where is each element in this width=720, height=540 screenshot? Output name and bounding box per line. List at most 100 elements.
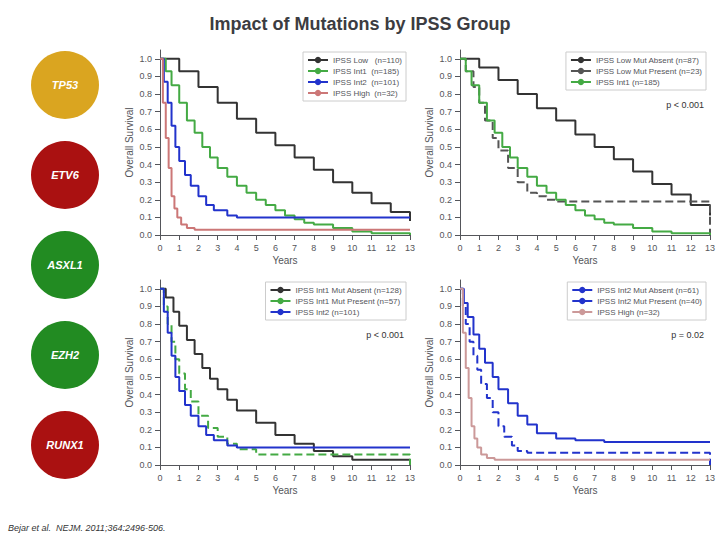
svg-text:IPSS Low (n=110): IPSS Low (n=110) <box>333 56 402 65</box>
svg-text:0.4: 0.4 <box>139 390 152 400</box>
svg-text:IPSS Low Mut Present (n=23): IPSS Low Mut Present (n=23) <box>596 67 702 76</box>
svg-text:Overall Survival: Overall Survival <box>124 337 135 407</box>
svg-text:0.8: 0.8 <box>139 319 152 329</box>
svg-text:IPSS Int1 Mut Present (n=57): IPSS Int1 Mut Present (n=57) <box>295 297 400 306</box>
svg-text:4: 4 <box>234 243 239 253</box>
svg-text:ASXL1: ASXL1 <box>46 259 82 271</box>
svg-text:4: 4 <box>534 473 539 483</box>
svg-text:Years: Years <box>272 485 297 496</box>
svg-text:9: 9 <box>331 243 336 253</box>
svg-text:p < 0.001: p < 0.001 <box>366 330 404 340</box>
svg-text:Years: Years <box>272 255 297 266</box>
svg-text:IPSS Low Mut Absent (n=87): IPSS Low Mut Absent (n=87) <box>596 56 699 65</box>
svg-text:0.0: 0.0 <box>139 230 152 240</box>
svg-text:6: 6 <box>573 243 578 253</box>
svg-text:0.9: 0.9 <box>139 301 152 311</box>
svg-text:TP53: TP53 <box>52 79 78 91</box>
svg-text:RUNX1: RUNX1 <box>46 439 83 451</box>
svg-text:0.6: 0.6 <box>439 124 452 134</box>
svg-text:2: 2 <box>496 473 501 483</box>
svg-text:IPSS Int2 Mut Present (n=40): IPSS Int2 Mut Present (n=40) <box>597 297 702 306</box>
svg-text:11: 11 <box>667 243 676 253</box>
svg-text:0: 0 <box>157 243 162 253</box>
svg-text:0.5: 0.5 <box>139 372 152 382</box>
svg-text:7: 7 <box>292 243 297 253</box>
svg-text:EZH2: EZH2 <box>51 349 79 361</box>
svg-text:p < 0.001: p < 0.001 <box>666 100 704 110</box>
svg-text:0.5: 0.5 <box>439 372 452 382</box>
svg-text:p = 0.02: p = 0.02 <box>671 330 704 340</box>
svg-text:4: 4 <box>234 473 239 483</box>
svg-text:0.1: 0.1 <box>139 442 152 452</box>
svg-text:5: 5 <box>254 243 259 253</box>
svg-text:13: 13 <box>705 473 715 483</box>
svg-text:0.4: 0.4 <box>439 160 452 170</box>
svg-text:13: 13 <box>705 243 715 253</box>
svg-text:ETV6: ETV6 <box>51 169 79 181</box>
svg-text:12: 12 <box>386 473 396 483</box>
svg-text:1: 1 <box>477 243 482 253</box>
svg-text:IPSS Int1 (n=185): IPSS Int1 (n=185) <box>596 78 660 87</box>
svg-text:11: 11 <box>367 243 376 253</box>
svg-text:0.9: 0.9 <box>139 71 152 81</box>
svg-text:0.4: 0.4 <box>139 160 152 170</box>
svg-text:0.1: 0.1 <box>439 212 452 222</box>
svg-text:0.4: 0.4 <box>439 390 452 400</box>
svg-text:5: 5 <box>554 243 559 253</box>
svg-text:Years: Years <box>572 255 597 266</box>
svg-text:0.1: 0.1 <box>139 212 152 222</box>
svg-text:3: 3 <box>215 243 220 253</box>
svg-text:8: 8 <box>611 243 616 253</box>
svg-text:10: 10 <box>347 243 357 253</box>
svg-text:3: 3 <box>515 473 520 483</box>
svg-text:0.2: 0.2 <box>439 195 452 205</box>
svg-text:10: 10 <box>647 473 657 483</box>
svg-text:2: 2 <box>196 473 201 483</box>
svg-text:0.3: 0.3 <box>439 407 452 417</box>
svg-text:0.2: 0.2 <box>439 425 452 435</box>
svg-text:IPSS Int2 (n=101): IPSS Int2 (n=101) <box>295 308 359 317</box>
svg-text:5: 5 <box>554 473 559 483</box>
svg-text:0.7: 0.7 <box>439 337 452 347</box>
svg-text:0.8: 0.8 <box>139 89 152 99</box>
svg-text:13: 13 <box>405 473 415 483</box>
svg-text:0.7: 0.7 <box>139 107 152 117</box>
svg-text:4: 4 <box>534 243 539 253</box>
svg-text:6: 6 <box>273 243 278 253</box>
svg-text:0.6: 0.6 <box>439 354 452 364</box>
svg-text:1.0: 1.0 <box>439 284 452 294</box>
svg-text:0.0: 0.0 <box>139 460 152 470</box>
svg-text:8: 8 <box>311 473 316 483</box>
svg-text:IPSS Int2 Mut Absent (n=61): IPSS Int2 Mut Absent (n=61) <box>597 286 699 295</box>
svg-text:12: 12 <box>686 243 696 253</box>
svg-text:0.7: 0.7 <box>139 337 152 347</box>
svg-text:12: 12 <box>686 473 696 483</box>
svg-text:13: 13 <box>405 243 415 253</box>
svg-text:11: 11 <box>367 473 376 483</box>
svg-text:0: 0 <box>457 473 462 483</box>
svg-text:1.0: 1.0 <box>139 54 152 64</box>
svg-text:1: 1 <box>177 473 182 483</box>
svg-text:IPSS Int1 Mut Absent (n=128): IPSS Int1 Mut Absent (n=128) <box>295 286 401 295</box>
svg-text:0: 0 <box>457 243 462 253</box>
svg-text:6: 6 <box>273 473 278 483</box>
svg-text:10: 10 <box>647 243 657 253</box>
svg-text:9: 9 <box>331 473 336 483</box>
svg-text:0.8: 0.8 <box>439 319 452 329</box>
svg-text:2: 2 <box>196 243 201 253</box>
svg-text:12: 12 <box>386 243 396 253</box>
svg-text:Overall Survival: Overall Survival <box>124 107 135 177</box>
svg-text:0.1: 0.1 <box>439 442 452 452</box>
svg-text:0.0: 0.0 <box>439 460 452 470</box>
svg-text:Overall Survival: Overall Survival <box>424 337 435 407</box>
svg-text:0.6: 0.6 <box>139 124 152 134</box>
svg-text:0.5: 0.5 <box>139 142 152 152</box>
svg-text:0.2: 0.2 <box>139 425 152 435</box>
svg-text:IPSS High (n=32): IPSS High (n=32) <box>333 89 398 98</box>
svg-text:3: 3 <box>215 473 220 483</box>
svg-text:3: 3 <box>515 243 520 253</box>
svg-text:0.6: 0.6 <box>139 354 152 364</box>
svg-text:2: 2 <box>496 243 501 253</box>
svg-text:9: 9 <box>631 473 636 483</box>
svg-text:IPSS Int1 (n=185): IPSS Int1 (n=185) <box>333 67 399 76</box>
